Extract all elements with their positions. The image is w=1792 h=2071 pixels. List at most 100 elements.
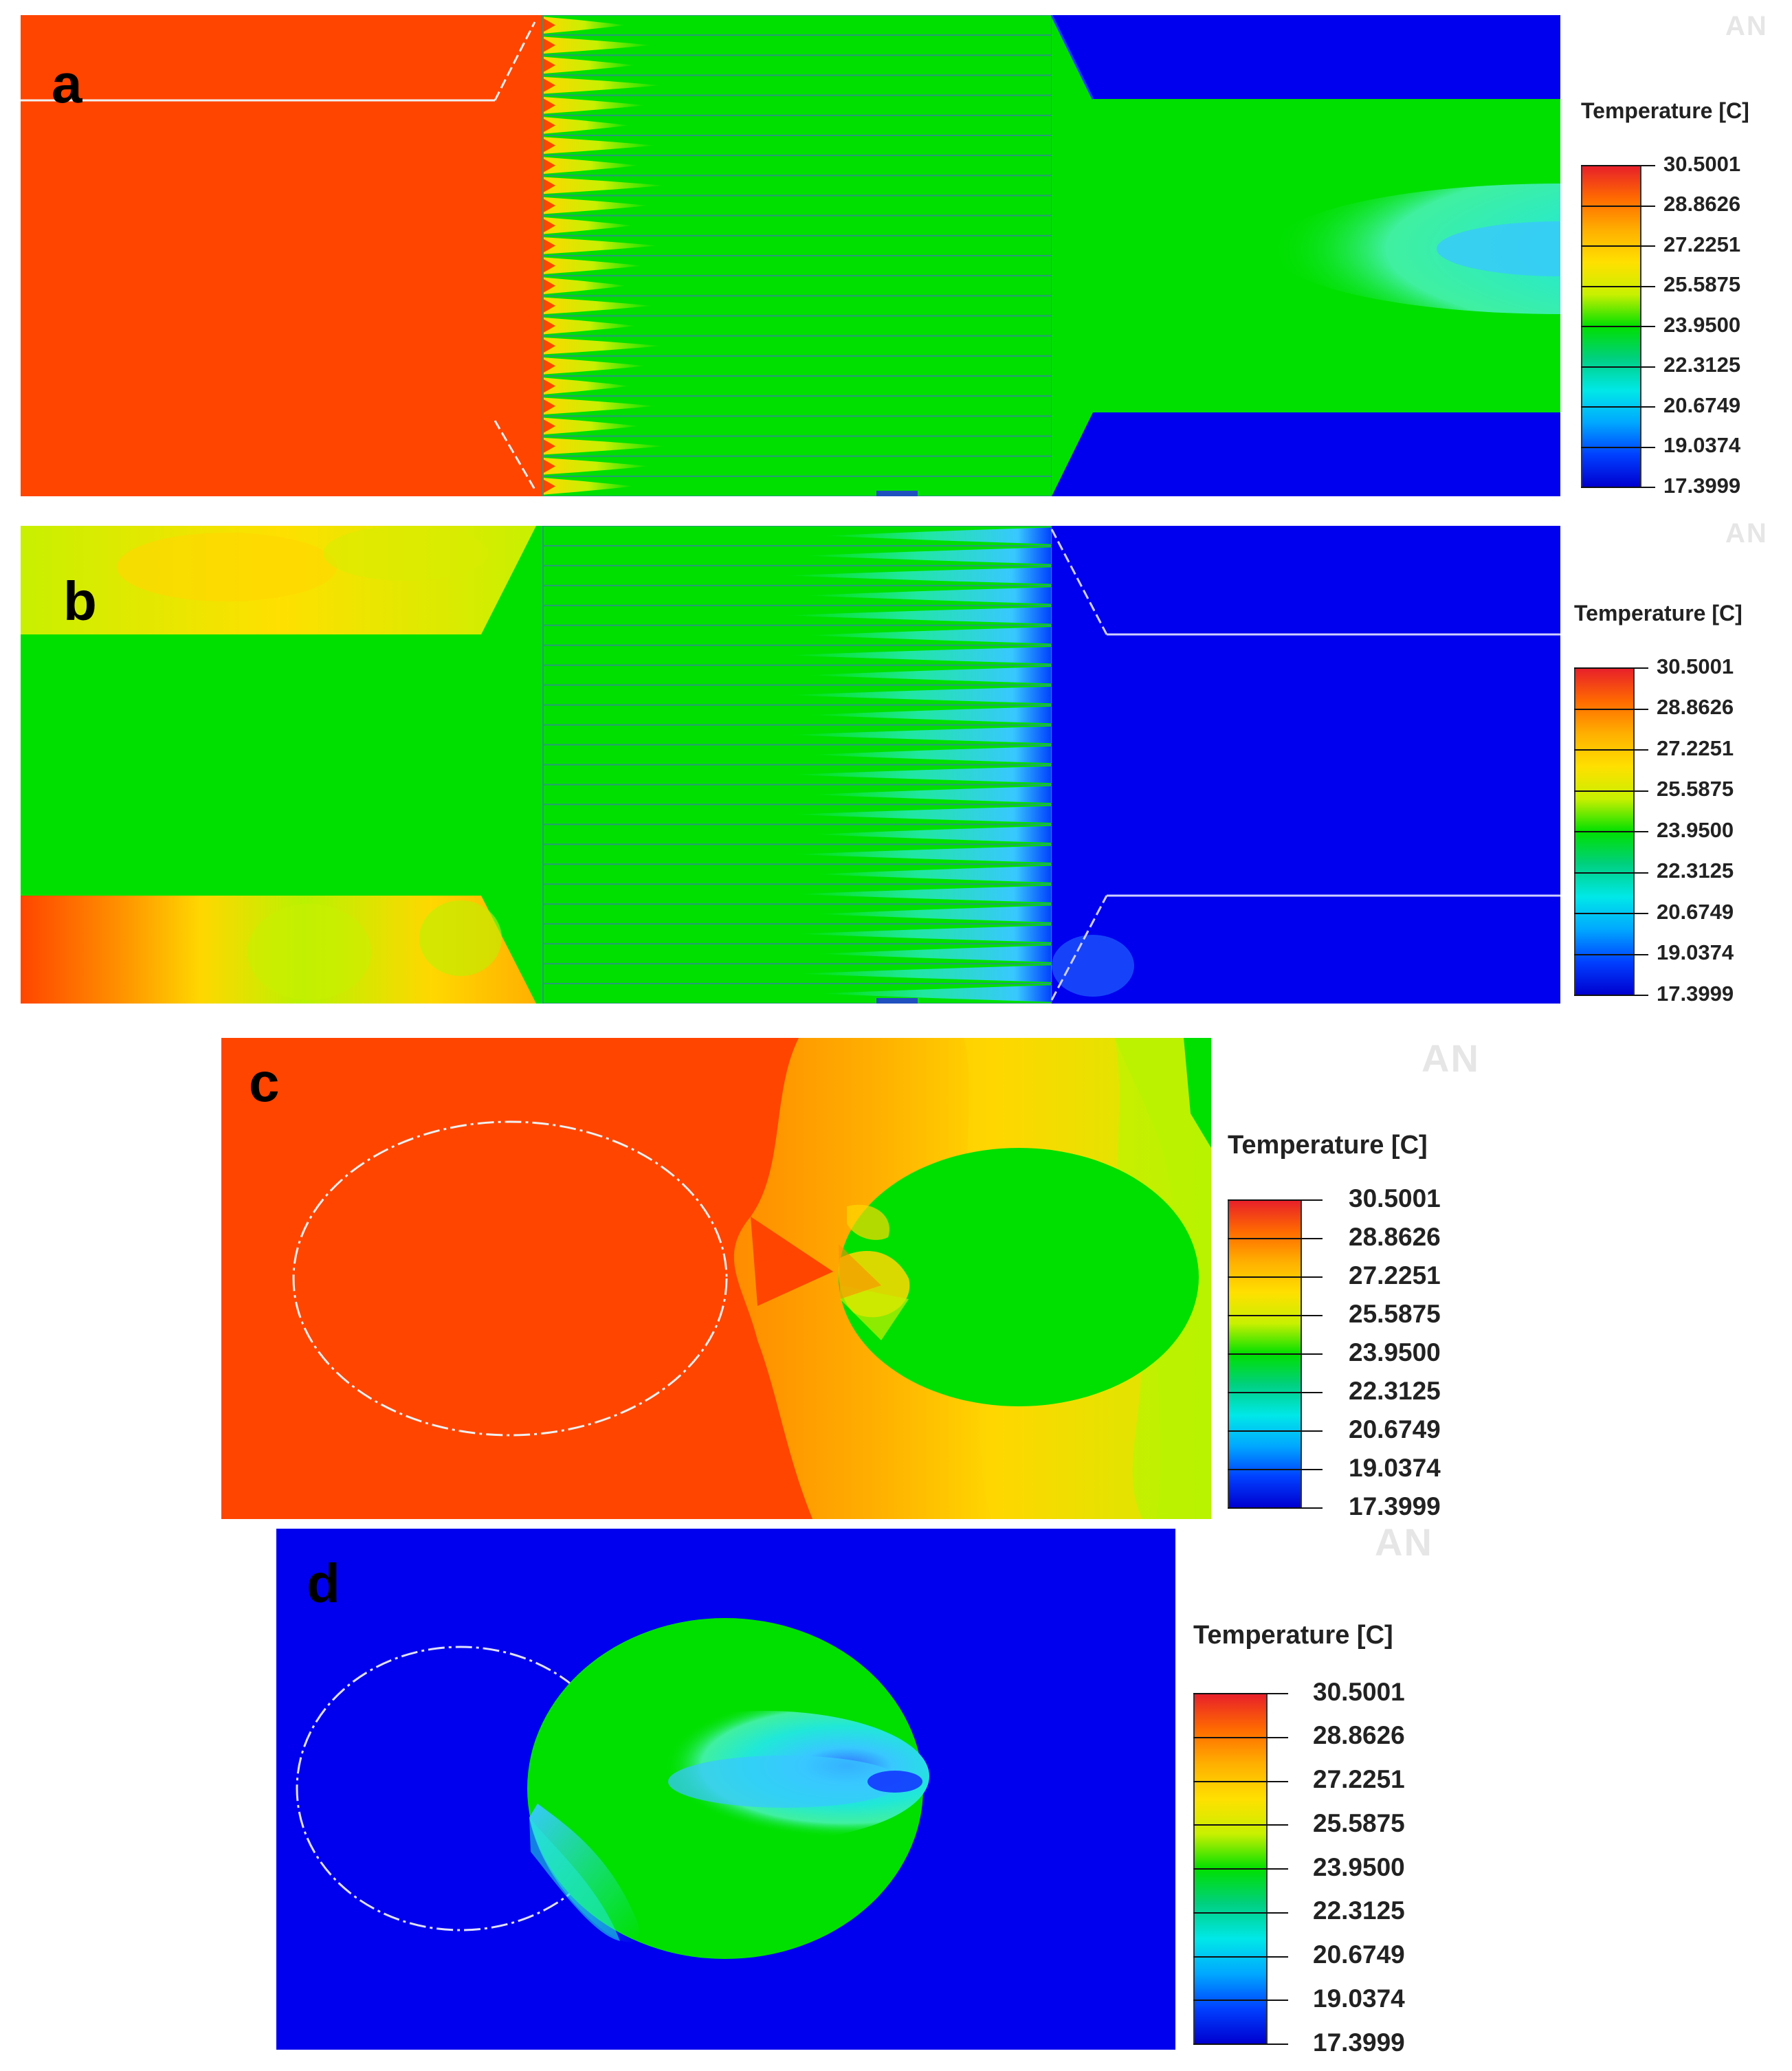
legend-d: Temperature [C] 30.5001 28.8626 27.2251 25.5… [1193,1622,1482,2069]
legend-tick [1581,285,1655,287]
panel-d-contour: d [276,1529,1175,2050]
panel-b-cool-plume [788,647,1052,664]
panel-b-plot [21,526,1560,1004]
panel-d-watermark: AN [1375,1520,1433,1564]
panel-b-cool-plume [805,547,1052,564]
legend-value-label: 19.0374 [1349,1453,1441,1482]
legend-value-label: 28.8626 [1313,1721,1405,1750]
legend-tick [1228,1276,1323,1278]
legend-value-label: 27.2251 [1349,1261,1441,1289]
legend-value-label: 17.3999 [1349,1492,1441,1520]
panel-a-hot-inlet-tip [543,158,555,173]
panel-a-plot [21,15,1560,496]
legend-value-label: 20.6749 [1349,1415,1441,1443]
panel-c-inlet-circle [292,1120,728,1437]
legend-tick [1581,205,1655,207]
panel-a-hot-inlet-tip [543,298,555,313]
panel-c-watermark: AN [1422,1037,1480,1080]
legend-tick [1574,872,1648,874]
panel-c-plot [221,1038,1211,1519]
legend-value-label: 30.5001 [1657,654,1734,678]
legend-title: Temperature [C] [1193,1621,1393,1650]
legend-tick [1574,913,1648,914]
panel-b-guide-line [1050,529,1108,635]
panel-b-cool-plume [816,865,1052,883]
legend-value-label: 25.5875 [1663,272,1741,297]
legend-tick [1581,165,1655,166]
panel-b-watermark: AN [1725,518,1768,549]
panel-b-cool-plume [793,806,1052,823]
legend-value-label: 27.2251 [1313,1765,1405,1794]
panel-a-hot-inlet-tip [543,98,555,113]
panel-a-warm-plume [543,478,633,495]
panel-a-label: a [52,53,82,114]
panel-a-warm-plume [543,137,654,154]
panel-b-channel-plumes [785,527,1052,1002]
panel-b-cool-plume [815,826,1052,843]
legend-value-label: 19.0374 [1657,940,1734,965]
legend-tick [1228,1315,1323,1316]
legend-title: Temperature [C] [1581,98,1749,123]
panel-b-contour: b [21,526,1560,1004]
legend-value-label: 20.6749 [1313,1940,1405,1969]
legend-value-label: 19.0374 [1313,1984,1405,2013]
panel-b-cool-plume [789,686,1052,704]
panel-b-cool-plume [799,965,1052,982]
panel-c-label: c [249,1052,280,1113]
legend-value-label: 28.8626 [1657,695,1734,720]
legend-value-label: 20.6749 [1657,899,1734,924]
panel-a-cool-plume [1272,184,1560,314]
panel-a-hot-inlet-tip [543,379,555,393]
legend-value-label: 28.8626 [1663,192,1741,217]
panel-b-cool-plume [806,587,1052,604]
panel-a-hot-inlet-tip [543,78,555,93]
panel-a-hot-inlet-tip [543,198,555,213]
panel-d-label: d [307,1553,340,1614]
panel-a-hot-inlet-tip [543,318,555,333]
panel-b-cool-plume [812,746,1052,764]
panel-a-warm-plume [543,357,645,375]
panel-a-channel-plumes [543,16,665,495]
panel-a-cool-core [1437,221,1560,276]
panel-a-guide-line [494,21,536,101]
panel-b-cool-plume [813,786,1052,804]
legend-tick [1228,1469,1323,1470]
panel-c-contour: c [221,1038,1211,1519]
legend-tick [1193,2044,1288,2045]
legend-tick [1581,487,1655,488]
legend-tick [1581,406,1655,408]
legend-a: Temperature [C] 30.5001 28.8626 27.2251 25.5… [1581,100,1787,498]
legend-tick [1228,1199,1323,1201]
panel-a-warm-plume [543,76,661,94]
legend-value-label: 17.3999 [1313,2028,1405,2057]
panel-a-warm-plume [543,97,645,114]
legend-value-label: 27.2251 [1663,232,1741,256]
panel-b-cool-plume [785,567,1052,584]
panel-b-cool-plume [796,885,1052,902]
panel-a-warm-plume [543,417,639,435]
legend-c: Temperature [C] 30.5001 28.8626 27.2251 25.5… [1228,1131,1503,1520]
legend-value-label: 17.3999 [1663,473,1741,498]
panel-a-warm-plume [543,458,649,475]
legend-tick [1228,1392,1323,1393]
panel-a-warm-plume [543,237,658,254]
legend-tick [1228,1238,1323,1239]
legend-title: Temperature [C] [1228,1131,1428,1160]
legend-value-label: 23.9500 [1349,1338,1441,1366]
panel-a-warm-plume [543,16,626,34]
legend-tick [1193,1868,1288,1870]
legend-tick [1193,1693,1288,1694]
panel-a-warm-plume [543,277,626,294]
panel-b-cool-plume [809,667,1052,684]
legend-tick [1193,1912,1288,1914]
panel-a-hot-inlet-tip [543,118,555,133]
panel-a-hot-inlet-tip [543,219,555,233]
panel-a-hot-inlet-tip [543,359,555,373]
legend-tick [1193,1736,1288,1738]
legend-value-label: 19.0374 [1663,433,1741,458]
legend-b: Temperature [C] 30.5001 28.8626 27.2251 25.5… [1574,602,1787,1015]
panel-a-warm-plume [543,36,651,54]
legend-tick [1581,326,1655,327]
legend-value-label: 25.5875 [1313,1808,1405,1837]
legend-value-label: 20.6749 [1663,392,1741,417]
